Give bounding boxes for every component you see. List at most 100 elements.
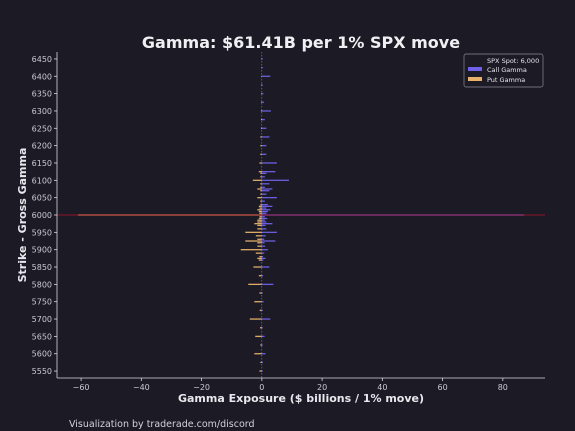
put-gamma-bar <box>258 217 262 220</box>
y-tick-label: 6000 <box>32 211 52 220</box>
call-gamma-bar <box>261 58 263 60</box>
put-gamma-bar <box>260 153 262 155</box>
put-gamma-bar <box>254 353 262 355</box>
y-tick-label: 6350 <box>32 90 52 99</box>
put-gamma-bar <box>252 179 262 181</box>
y-tick-label: 6400 <box>32 72 52 81</box>
put-gamma-bar <box>259 309 262 312</box>
call-gamma-bar <box>261 205 273 207</box>
call-gamma-bar <box>261 176 265 178</box>
x-tick-label: −20 <box>193 383 210 392</box>
put-gamma-bar <box>261 84 262 86</box>
y-axis-ticks: 5550 5600 5650 5700 5750 5800 5850 5900 5950 6000… <box>32 55 57 376</box>
call-gamma-bar <box>261 266 270 268</box>
put-gamma-bar <box>259 212 262 214</box>
put-gamma-bar <box>260 144 262 147</box>
call-gamma-bar <box>261 231 277 233</box>
put-gamma-bar <box>260 186 262 188</box>
call-gamma-bar <box>261 219 265 221</box>
y-tick-label: 5650 <box>32 332 52 341</box>
call-gamma-bar <box>261 197 277 199</box>
call-gamma-bar <box>261 344 263 346</box>
y-tick-label: 5550 <box>32 367 52 376</box>
put-gamma-bar <box>258 275 262 277</box>
call-gamma-bar <box>261 188 273 190</box>
call-gamma-bar <box>261 361 264 364</box>
put-gamma-bar <box>259 216 262 218</box>
footer-credit: Visualization by traderade.com/discord <box>69 419 255 430</box>
call-gamma-bar <box>261 170 276 173</box>
put-gamma-bar <box>261 101 262 103</box>
x-tick-label: −40 <box>133 383 150 392</box>
call-gamma-bar <box>261 153 267 155</box>
put-gamma-bar <box>260 344 262 346</box>
call-gamma-bar <box>261 136 270 138</box>
put-gamma-bar <box>260 361 262 364</box>
put-gamma-bar <box>257 219 262 221</box>
call-gamma-bar <box>261 210 268 213</box>
put-gamma-bar <box>257 245 262 247</box>
put-gamma-bar <box>249 318 262 320</box>
y-tick-label: 5600 <box>32 350 52 359</box>
put-gamma-bar <box>260 127 262 129</box>
call-gamma-bar <box>261 252 265 254</box>
put-gamma-bar <box>260 110 262 112</box>
call-gamma-bar <box>261 235 266 237</box>
call-gamma-bar <box>261 212 267 214</box>
put-gamma-bar <box>257 188 262 190</box>
put-gamma-bar <box>260 172 262 175</box>
put-gamma-bar <box>245 240 262 242</box>
y-tick-label: 5950 <box>32 228 52 237</box>
put-gamma-bar <box>254 301 262 303</box>
put-gamma-bar <box>257 257 262 260</box>
put-gamma-bar <box>258 210 262 213</box>
y-axis-title: Strike - Gross Gamma <box>16 148 29 283</box>
call-gamma-bar <box>261 207 267 209</box>
call-gamma-bar <box>261 327 263 329</box>
call-gamma-bar <box>261 353 266 355</box>
call-gamma-bar <box>261 224 266 227</box>
put-gamma-bar <box>260 203 262 206</box>
put-gamma-bar <box>240 249 262 251</box>
put-gamma-bar <box>258 205 262 207</box>
call-gamma-bar <box>261 193 267 195</box>
put-gamma-bar <box>261 75 262 77</box>
call-gamma-bar <box>261 92 264 95</box>
x-tick-label: 20 <box>317 383 327 392</box>
call-gamma-bar <box>261 179 289 181</box>
legend-call-swatch <box>468 67 482 71</box>
put-gamma-bar <box>257 197 262 199</box>
call-gamma-bar <box>261 370 263 372</box>
put-gamma-bar <box>255 335 262 338</box>
call-gamma-bar <box>261 255 264 258</box>
put-gamma-bar <box>255 252 262 254</box>
put-gamma-bar <box>245 231 262 233</box>
put-gamma-bar <box>248 283 262 286</box>
call-gamma-bar <box>261 242 265 244</box>
y-tick-label: 5900 <box>32 246 52 255</box>
call-gamma-bar <box>261 118 265 121</box>
put-gamma-bar <box>260 190 262 192</box>
y-tick-label: 6250 <box>32 124 52 133</box>
put-gamma-bar <box>254 223 262 225</box>
call-gamma-bar <box>261 245 266 247</box>
y-tick-label: 6300 <box>32 107 52 116</box>
legend-frame <box>463 53 544 88</box>
call-gamma-bar <box>261 257 266 260</box>
put-gamma-bar <box>260 118 262 121</box>
put-gamma-bar <box>259 370 262 372</box>
y-tick-label: 6200 <box>32 142 52 151</box>
put-gamma-bar <box>257 224 262 227</box>
put-gamma-bar <box>261 92 262 95</box>
put-gamma-bar <box>260 183 262 185</box>
x-tick-label: 0 <box>259 383 264 392</box>
call-gamma-bar <box>261 216 265 218</box>
call-gamma-bar <box>261 183 270 185</box>
call-gamma-bar <box>261 238 265 240</box>
call-gamma-bar <box>261 203 268 206</box>
call-gamma-bar <box>261 240 276 242</box>
put-gamma-bar <box>253 266 262 268</box>
y-tick-label: 5700 <box>32 315 52 324</box>
call-gamma-bar <box>261 275 264 277</box>
